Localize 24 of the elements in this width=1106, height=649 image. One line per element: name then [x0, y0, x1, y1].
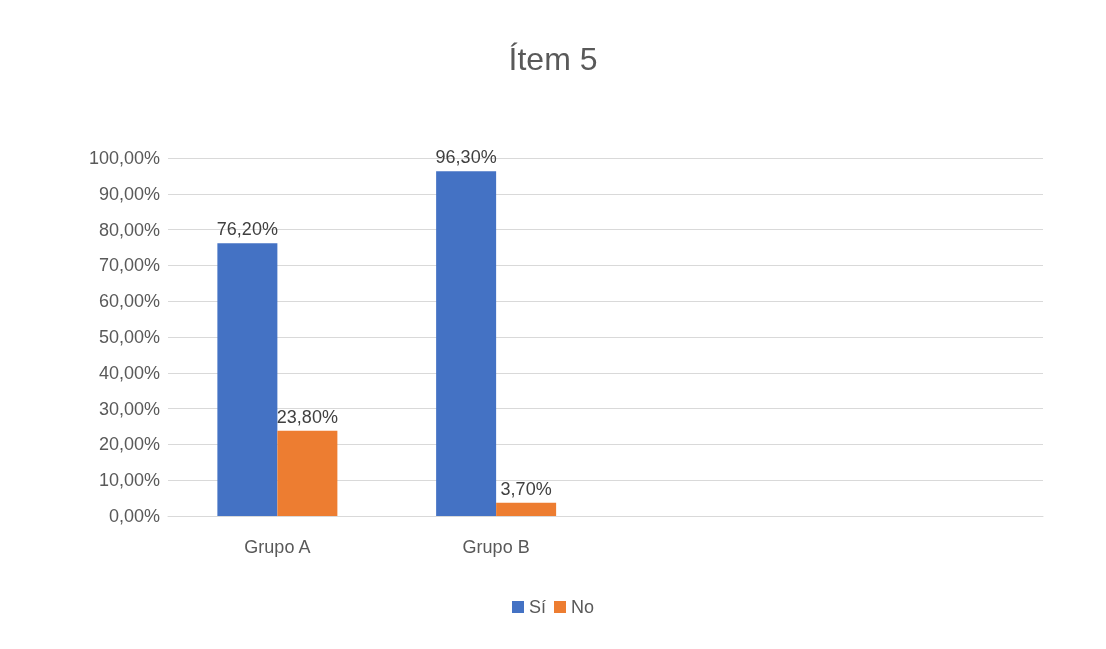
- x-tick-label: Grupo B: [462, 537, 530, 557]
- bar: [496, 502, 557, 516]
- legend-label: Sí: [528, 597, 547, 617]
- y-tick-label: 70,00%: [98, 255, 160, 276]
- y-tick-label: 90,00%: [98, 183, 160, 204]
- data-label: 76,20%: [216, 219, 278, 240]
- data-label: 96,30%: [435, 147, 497, 168]
- y-tick-label: 40,00%: [98, 362, 160, 383]
- chart-title: Ítem 5: [508, 41, 598, 77]
- y-tick-label: 100,00%: [88, 148, 160, 168]
- y-tick-label: 10,00%: [98, 470, 160, 491]
- y-tick-label: 0,00%: [108, 506, 160, 526]
- y-tick-label: 30,00%: [98, 398, 160, 419]
- data-label: 3,70%: [500, 478, 552, 499]
- data-label: 23,80%: [276, 406, 338, 427]
- y-tick-label: 80,00%: [98, 219, 160, 240]
- bar: [217, 243, 278, 516]
- legend-label: No: [571, 597, 595, 617]
- y-tick-label: 50,00%: [98, 327, 160, 347]
- bar: [436, 171, 497, 516]
- bar: [277, 430, 338, 516]
- y-tick-label: 60,00%: [98, 291, 160, 312]
- x-tick-label: Grupo A: [244, 537, 311, 557]
- y-tick-label: 20,00%: [98, 434, 160, 455]
